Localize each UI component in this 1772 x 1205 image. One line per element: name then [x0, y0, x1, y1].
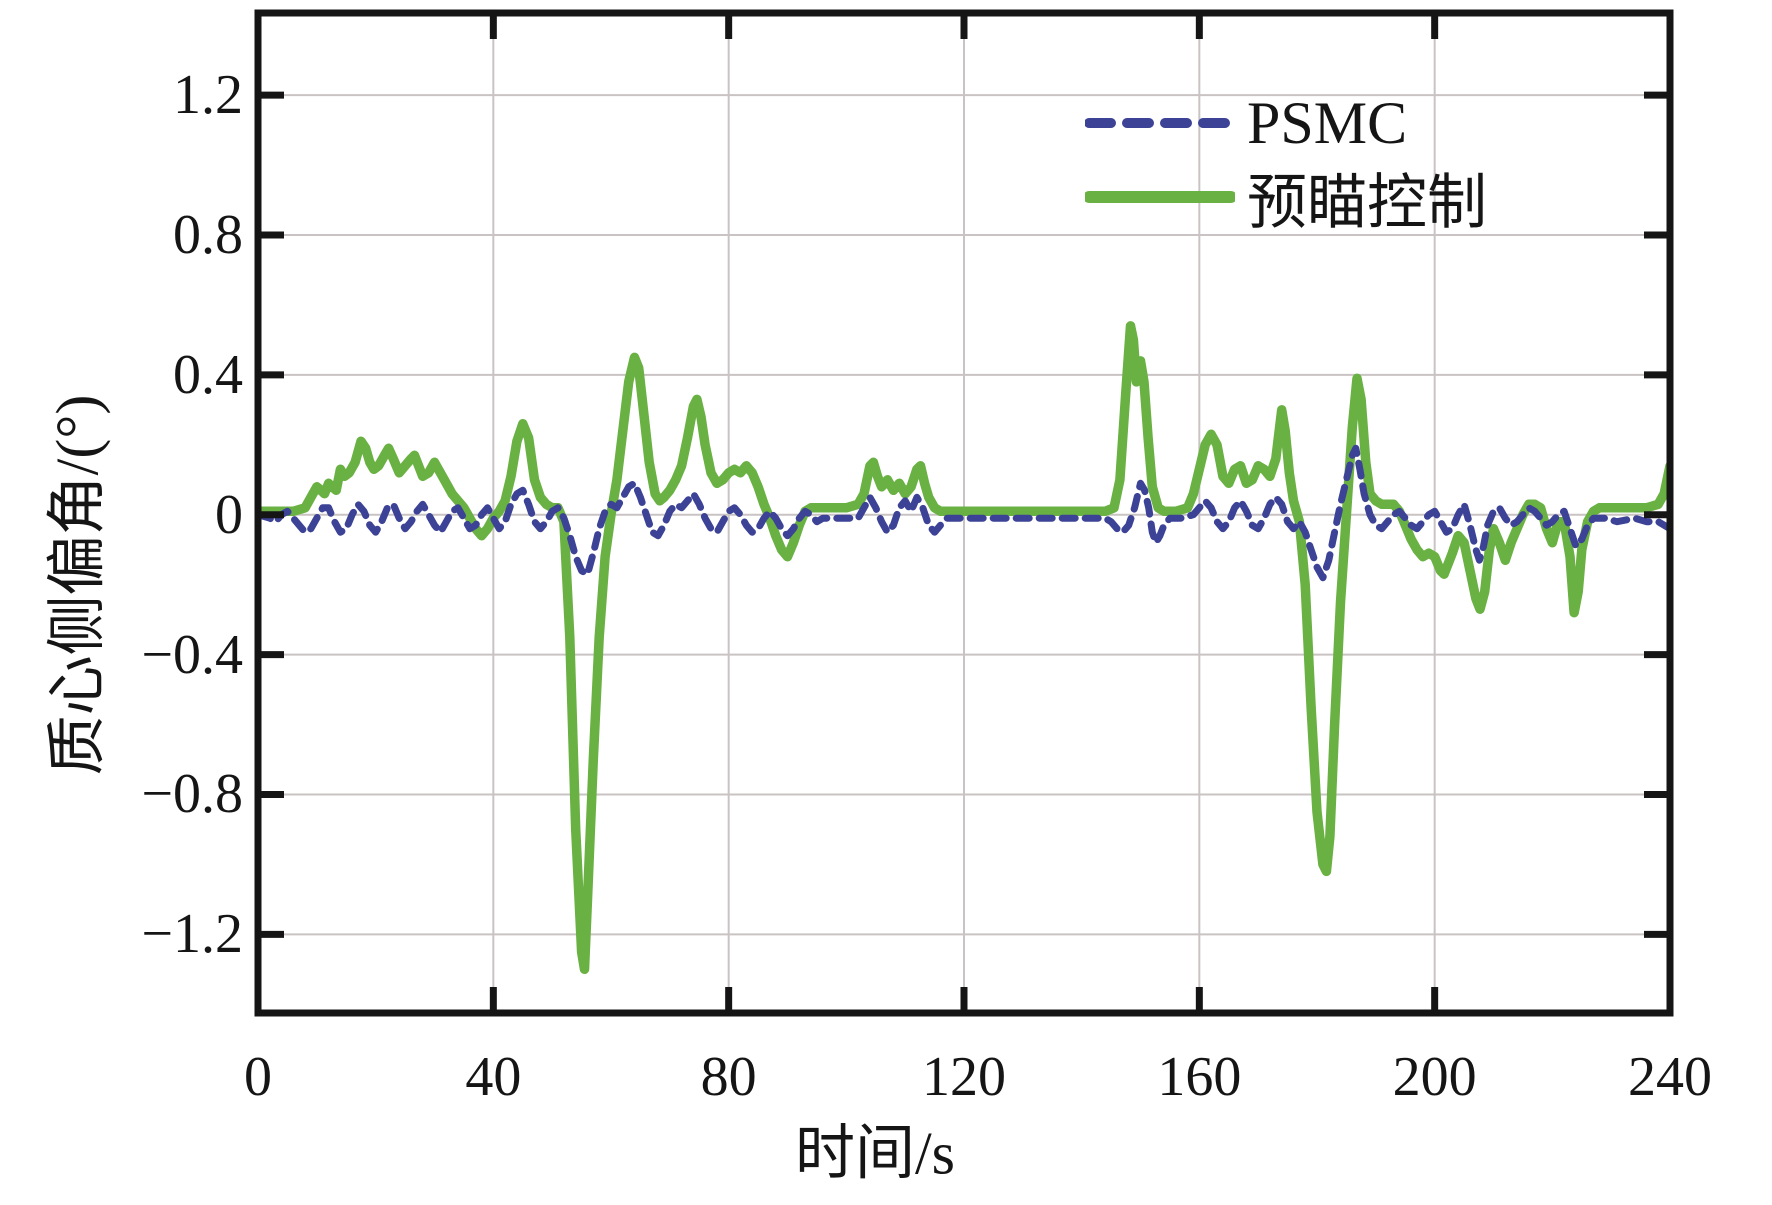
y-tick-label: −0.4	[141, 623, 243, 686]
legend-label-psmc: PSMC	[1247, 89, 1408, 156]
legend-item-preview-control: 预瞄控制	[1085, 164, 1487, 236]
legend-label-preview-control: 预瞄控制	[1247, 169, 1487, 236]
legend: PSMC 预瞄控制	[1085, 90, 1487, 236]
psmc-dashed-line-sample	[1085, 118, 1235, 128]
x-tick-label: 160	[1157, 1046, 1242, 1108]
y-tick-label: 0	[215, 483, 243, 546]
x-axis-title: 时间/s	[794, 1120, 956, 1187]
y-axis-title: 质心侧偏角/(°)	[44, 394, 111, 776]
y-tick-label: −0.8	[141, 763, 243, 826]
y-tick-label: −1.2	[141, 903, 243, 966]
preview-control-solid-line-sample	[1085, 191, 1235, 203]
x-tick-label: 200	[1392, 1046, 1477, 1108]
y-tick-label: 1.2	[173, 64, 243, 127]
x-tick-label: 80	[700, 1046, 757, 1108]
x-tick-label: 40	[465, 1046, 522, 1108]
y-tick-label: 0.8	[173, 204, 243, 267]
psmc-series-line	[258, 444, 1670, 582]
x-tick-label: 0	[244, 1046, 272, 1108]
y-tick-label: 0.4	[173, 343, 243, 406]
x-tick-label: 120	[922, 1046, 1006, 1108]
x-tick-label: 240	[1628, 1046, 1712, 1108]
legend-item-psmc: PSMC	[1085, 90, 1487, 156]
